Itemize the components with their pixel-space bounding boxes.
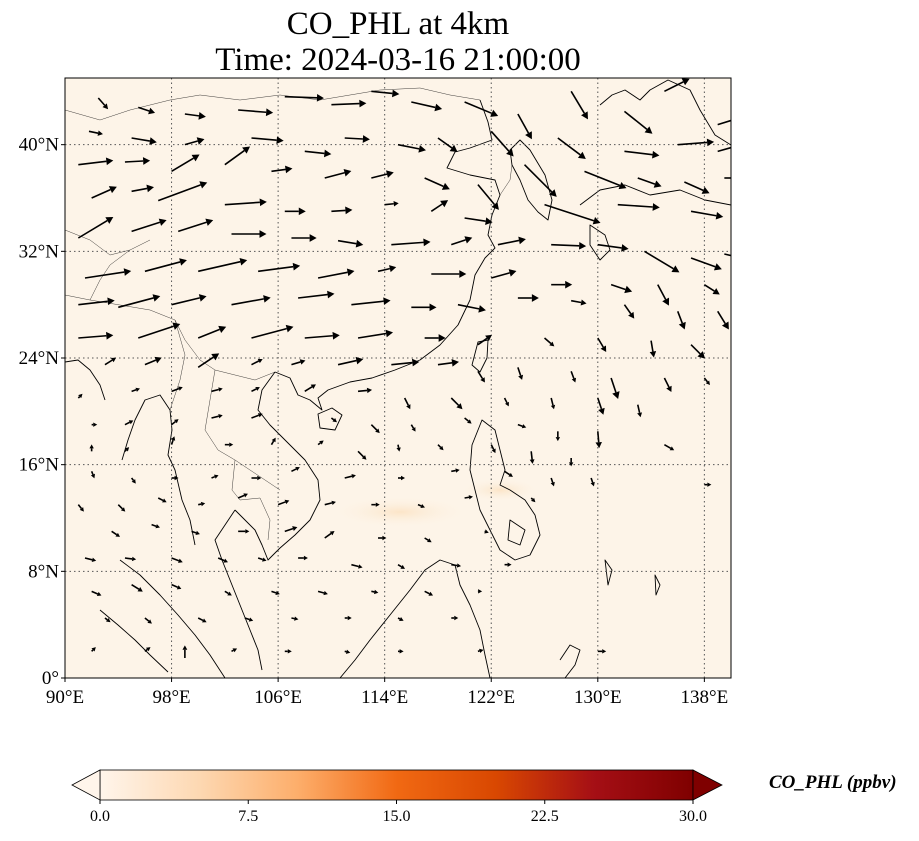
title-line-1: CO_PHL at 4km xyxy=(287,6,510,42)
colorbar-extend-max xyxy=(693,770,722,800)
colorbar-tick-label: 7.5 xyxy=(238,808,258,825)
colorbar-tick-label: 15.0 xyxy=(383,808,411,825)
y-tick-label: 24°N xyxy=(19,348,60,369)
colorbar-bar xyxy=(100,770,693,800)
colorbar-extend-min xyxy=(72,770,100,800)
y-axis-ticks: 0° 8°N 16°N 24°N 32°N 40°N xyxy=(19,135,65,689)
colorbar-label: CO_PHL (ppbv) xyxy=(769,772,897,793)
x-tick-label: 122°E xyxy=(467,687,515,708)
x-tick-label: 106°E xyxy=(254,687,302,708)
x-tick-label: 90°E xyxy=(46,687,84,708)
x-tick-label: 98°E xyxy=(152,687,190,708)
colorbar: 0.0 7.5 15.0 22.5 30.0 CO_PHL (ppbv) xyxy=(72,770,897,825)
y-tick-label: 8°N xyxy=(28,561,59,582)
x-axis-ticks: 90°E 98°E 106°E 114°E 122°E 130°E 138°E xyxy=(46,678,728,708)
y-tick-label: 32°N xyxy=(19,241,60,262)
colorbar-tick-label: 0.0 xyxy=(90,808,110,825)
colorbar-tick-label: 30.0 xyxy=(679,808,707,825)
x-tick-label: 114°E xyxy=(361,687,408,708)
concentration-plume xyxy=(330,496,470,528)
x-tick-label: 130°E xyxy=(574,687,622,708)
y-tick-label: 40°N xyxy=(19,135,60,156)
colorbar-ticks: 0.0 7.5 15.0 22.5 30.0 xyxy=(90,800,707,825)
map-background xyxy=(65,78,731,678)
title-line-2: Time: 2024-03-16 21:00:00 xyxy=(215,42,580,78)
colorbar-tick-label: 22.5 xyxy=(531,808,559,825)
y-tick-label: 0° xyxy=(42,668,59,689)
y-tick-label: 16°N xyxy=(19,455,60,476)
x-tick-label: 138°E xyxy=(681,687,729,708)
concentration-plume-2 xyxy=(460,478,540,502)
